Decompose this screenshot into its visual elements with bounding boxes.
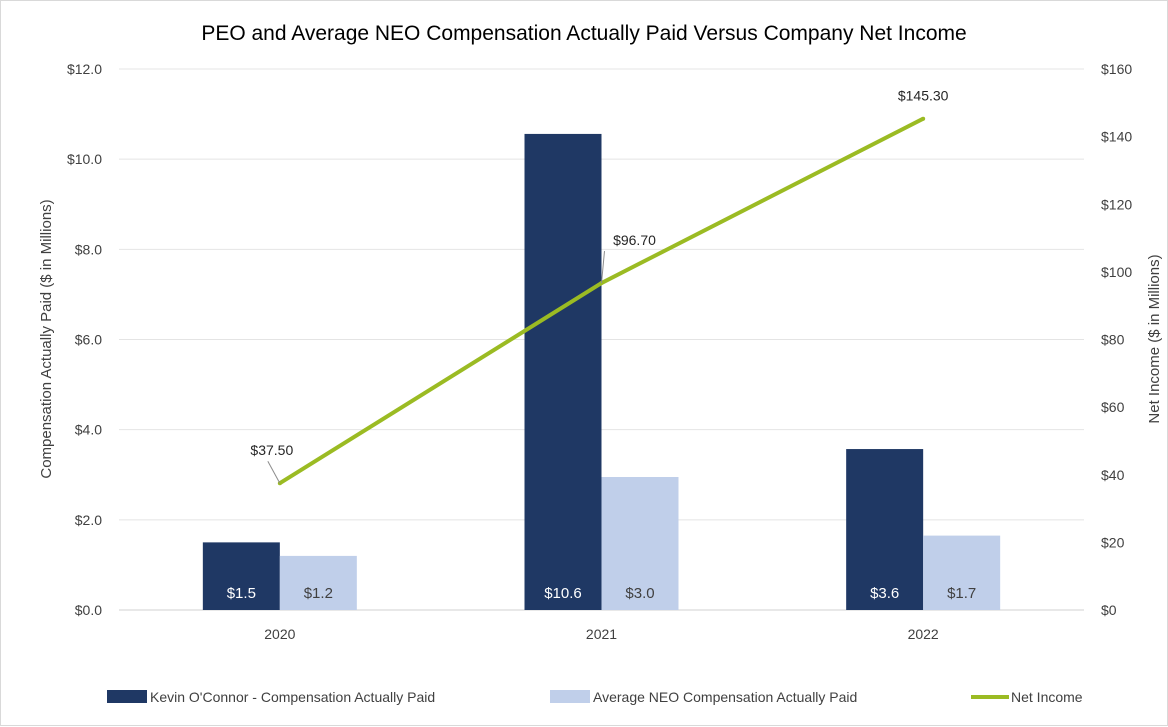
bar-data-label: $1.5 <box>227 585 256 602</box>
y2-tick-label: $120 <box>1101 196 1132 212</box>
y-tick-label: $8.0 <box>75 241 102 257</box>
bar-peo <box>202 542 280 610</box>
net-income-point <box>921 116 926 121</box>
legend-label: Average NEO Compensation Actually Paid <box>593 689 857 705</box>
net-income-data-label: $96.70 <box>613 232 656 248</box>
x-tick-label: 2021 <box>586 626 617 642</box>
legend-swatch <box>107 690 147 703</box>
y2-tick-label: $0 <box>1101 602 1117 618</box>
x-tick-label: 2020 <box>264 626 295 642</box>
bar-neo <box>601 477 679 610</box>
bars: $1.5 $10.6 $3.6 $1.2 $3.0 $1.7 <box>202 133 1001 611</box>
data-label-leader <box>267 460 281 484</box>
y-tick-label: $0.0 <box>75 602 102 618</box>
net-income-data-label: $37.50 <box>250 442 293 458</box>
y2-tick-label: $40 <box>1101 467 1125 483</box>
bar-neo <box>923 535 1001 610</box>
y-tick-label: $4.0 <box>75 422 102 438</box>
bar-data-label: $3.0 <box>625 585 654 602</box>
legend-label: Net Income <box>1011 689 1083 705</box>
legend-swatch <box>550 690 590 703</box>
net-income-line-group: $37.50 $96.70 $145.30 <box>250 88 949 486</box>
y-tick-label: $10.0 <box>67 151 102 167</box>
y-tick-label: $12.0 <box>67 61 102 77</box>
axes: $0.0 $2.0 $4.0 $6.0 $8.0 $10.0 $12.0 $0 $20 $40 $6… <box>67 61 1132 642</box>
y-axis-title: Compensation Actually Paid ($ in Million… <box>38 199 55 478</box>
data-label-leader <box>601 250 605 284</box>
net-income-data-label: $145.30 <box>898 88 949 104</box>
y2-tick-label: $80 <box>1101 332 1125 348</box>
bar-peo <box>846 449 924 610</box>
bar-neo <box>279 555 357 610</box>
y-tick-label: $2.0 <box>75 512 102 528</box>
bar-data-label: $1.2 <box>304 585 333 602</box>
chart-title: PEO and Average NEO Compensation Actuall… <box>201 22 966 45</box>
y2-tick-label: $140 <box>1101 129 1132 145</box>
y-tick-label: $6.0 <box>75 332 102 348</box>
bar-data-label: $10.6 <box>544 585 582 602</box>
y2-tick-label: $160 <box>1101 61 1132 77</box>
y2-axis-title: Net Income ($ in Millions) <box>1146 254 1163 423</box>
bar-data-label: $3.6 <box>870 585 899 602</box>
bar-peo <box>524 133 602 611</box>
x-tick-label: 2022 <box>908 626 939 642</box>
y2-tick-label: $20 <box>1101 534 1125 550</box>
y2-tick-label: $60 <box>1101 399 1125 415</box>
y2-tick-label: $100 <box>1101 264 1132 280</box>
legend: Kevin O'Connor - Compensation Actually P… <box>107 689 1083 705</box>
bar-data-label: $1.7 <box>947 585 976 602</box>
legend-label: Kevin O'Connor - Compensation Actually P… <box>150 689 435 705</box>
